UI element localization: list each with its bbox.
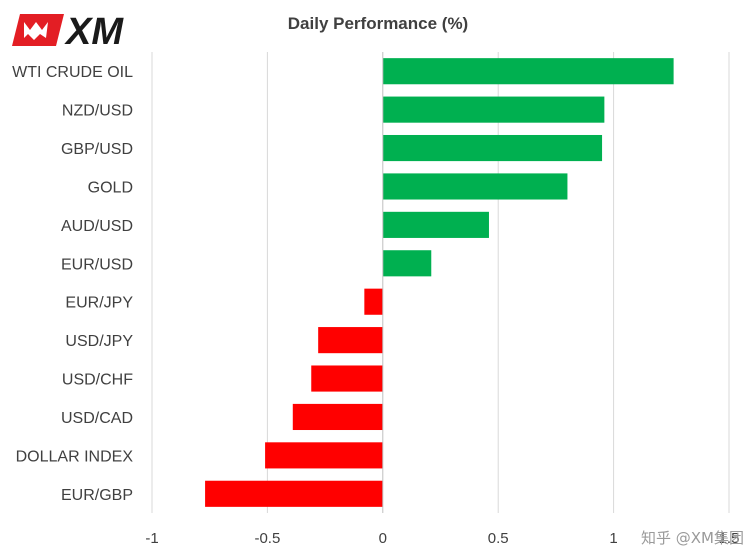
x-tick-label: -0.5: [254, 530, 280, 547]
category-label: EUR/JPY: [65, 295, 133, 312]
category-label: USD/JPY: [65, 333, 133, 350]
x-tick-label: 1.5: [719, 530, 740, 547]
x-tick-label: -1: [145, 530, 158, 547]
category-label: USD/CAD: [61, 410, 133, 427]
category-label: AUD/USD: [61, 218, 133, 235]
category-label: NZD/USD: [62, 103, 133, 120]
category-label: DOLLAR INDEX: [16, 448, 134, 465]
bar-wti-crude-oil: [382, 58, 674, 85]
bar-gbp-usd: [382, 134, 603, 162]
x-tick-label: 0: [379, 530, 387, 547]
bar-eur-usd: [382, 250, 432, 277]
chart-title: Daily Performance (%): [288, 14, 468, 33]
category-label: EUR/GBP: [61, 487, 133, 504]
xm-logo: XM: [12, 11, 124, 53]
category-label: GOLD: [88, 179, 133, 196]
category-labels: WTI CRUDE OIL NZD/USD GBP/USD GOLD AUD/USD EU…: [12, 64, 133, 504]
bar-usd-jpy: [318, 327, 383, 354]
category-label: WTI CRUDE OIL: [12, 64, 133, 81]
bar-usd-chf: [311, 365, 383, 392]
gridlines: [151, 52, 730, 513]
bar-gold: [382, 173, 568, 200]
bar-nzd-usd: [382, 96, 605, 123]
bar-usd-cad: [292, 403, 383, 431]
watermark: 知乎 @XM集团: [641, 529, 744, 547]
xm-logo-text: XM: [64, 11, 124, 53]
bull-icon: [24, 22, 48, 40]
x-tick-label: 0.5: [488, 530, 509, 547]
category-label: USD/CHF: [62, 372, 133, 389]
bars: [205, 58, 674, 507]
bar-eur-jpy: [364, 288, 383, 315]
bar-aud-usd: [382, 211, 489, 238]
bar-dollar-index: [265, 442, 383, 469]
x-axis-tick-labels: -1 -0.5 0 0.5 1 1.5: [145, 530, 739, 547]
category-label: GBP/USD: [61, 141, 133, 158]
bar-eur-gbp: [205, 480, 383, 507]
category-label: EUR/USD: [61, 256, 133, 273]
x-tick-label: 1: [609, 530, 617, 547]
